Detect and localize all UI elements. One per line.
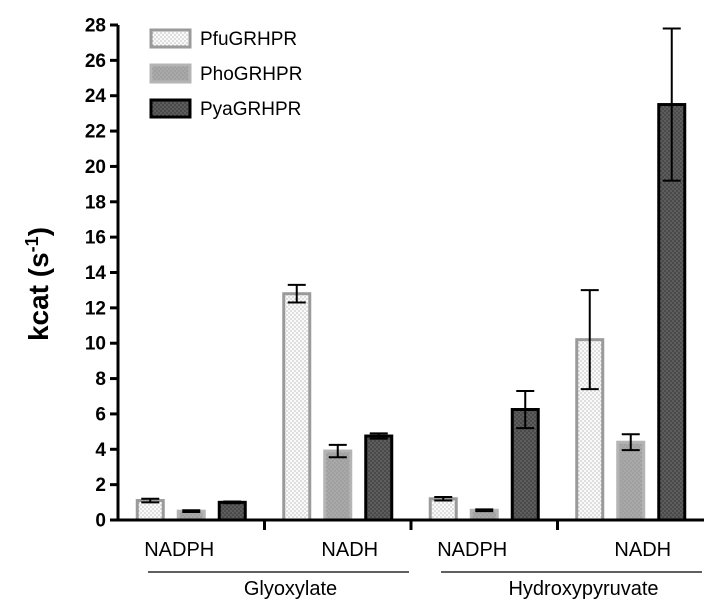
category-label: NADPH xyxy=(144,539,214,561)
bar xyxy=(282,292,312,522)
legend-swatch xyxy=(149,98,192,119)
bar xyxy=(616,440,646,522)
x-axis: NADPH NADH NADPH NADH Glyoxylate Hydroxypyruv… xyxy=(116,518,704,600)
y-tick-label: 6 xyxy=(95,404,106,425)
legend: PfuGRHPR PhoGRHPR PyaGRHPR xyxy=(149,28,302,120)
y-tick-label: 26 xyxy=(85,51,106,72)
legend-label: PhoGRHPR xyxy=(200,64,302,85)
bar xyxy=(323,449,353,522)
bar xyxy=(657,103,687,522)
y-tick-label: 18 xyxy=(85,192,106,213)
group-label: Hydroxypyruvate xyxy=(508,578,658,600)
category-label: NADH xyxy=(614,539,671,561)
y-tick-label: 20 xyxy=(85,157,106,178)
bar xyxy=(135,499,165,522)
bar xyxy=(428,497,458,522)
y-tick-label: 22 xyxy=(85,122,106,143)
bar xyxy=(364,434,394,522)
group-label: Glyoxylate xyxy=(244,578,337,600)
legend-swatch xyxy=(149,63,192,84)
legend-swatch xyxy=(149,28,192,49)
legend-label: PfuGRHPR xyxy=(200,29,297,50)
y-tick-label: 0 xyxy=(95,511,106,532)
y-tick-label: 16 xyxy=(85,228,106,249)
y-tick-label: 14 xyxy=(85,263,107,284)
y-axis-title: kcat (s-1) xyxy=(22,227,54,341)
category-label: NADPH xyxy=(437,539,507,561)
y-tick-label: 2 xyxy=(95,475,106,496)
y-tick-label: 4 xyxy=(95,440,106,461)
y-tick-label: 24 xyxy=(85,86,107,107)
y-tick-label: 12 xyxy=(85,298,106,319)
category-label: NADH xyxy=(321,539,378,561)
y-tick-label: 28 xyxy=(85,16,106,37)
legend-label: PyaGRHPR xyxy=(200,99,301,120)
y-tick-label: 8 xyxy=(95,369,106,390)
bars xyxy=(135,27,687,522)
y-tick-label: 10 xyxy=(85,334,106,355)
bar xyxy=(217,500,247,522)
